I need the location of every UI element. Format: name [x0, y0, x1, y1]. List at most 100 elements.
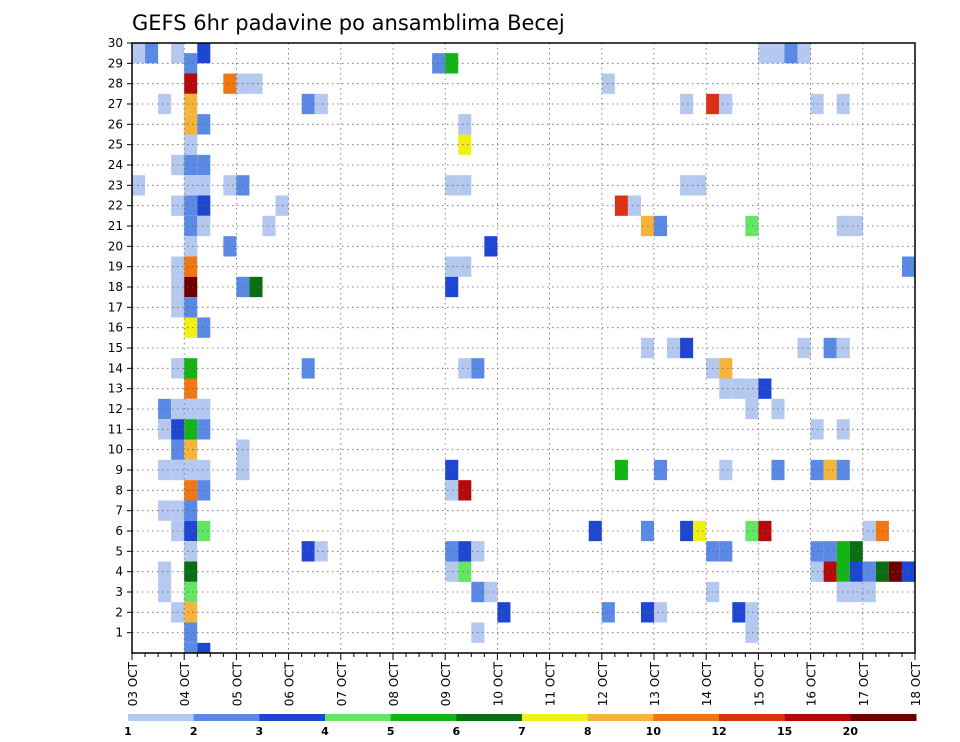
x-tick-label: 10 OCT — [491, 661, 505, 706]
legend-color-swatch — [522, 714, 589, 721]
heatmap-cell — [680, 520, 694, 542]
heatmap-cell — [445, 480, 459, 501]
heatmap-cell — [745, 378, 759, 399]
y-tick-label: 25 — [108, 138, 123, 152]
y-tick-label: 17 — [108, 300, 123, 314]
heatmap-cell — [732, 378, 746, 399]
heatmap-cell — [680, 337, 694, 359]
heatmap-cell — [719, 93, 733, 115]
heatmap-cell — [158, 581, 172, 603]
heatmap-cell — [184, 215, 198, 237]
heatmap-cell — [745, 520, 759, 542]
legend-color-swatch — [850, 714, 917, 721]
color-legend: 1 2 3 4 5 6 7 8 10 12 15 20 — [124, 714, 917, 738]
legend-label: 3 — [256, 725, 264, 738]
y-tick-label: 10 — [108, 443, 123, 457]
heatmap-cell — [197, 459, 211, 481]
heatmap-cell — [823, 541, 837, 562]
heatmap-cell — [862, 581, 876, 603]
heatmap-cell — [654, 459, 668, 481]
heatmap-cell — [797, 337, 811, 359]
heatmap-cell — [184, 520, 198, 542]
y-tick-label: 11 — [108, 422, 123, 436]
y-tick-label: 28 — [108, 77, 123, 91]
y-tick-label: 7 — [115, 504, 123, 518]
heatmap-cell — [627, 195, 641, 216]
heatmap-cell — [223, 175, 237, 196]
y-tick-label: 15 — [108, 341, 123, 355]
heatmap-cell — [719, 378, 733, 399]
heatmap-cell — [654, 602, 668, 623]
heatmap-cell — [158, 398, 172, 420]
heatmap-cell — [184, 500, 198, 521]
y-tick-label: 2 — [115, 605, 123, 619]
heatmap-cell — [719, 541, 733, 562]
legend-color-swatch — [719, 714, 786, 721]
heatmap-cell — [745, 215, 759, 237]
heatmap-cell — [680, 175, 694, 196]
legend-color-swatch — [128, 714, 195, 721]
heatmap-cell — [184, 276, 198, 298]
heatmap-cell — [758, 378, 772, 399]
heatmap-cell — [719, 459, 733, 481]
legend-label: 1 — [124, 725, 132, 738]
heatmap-cell — [823, 561, 837, 582]
x-tick-label: 08 OCT — [387, 661, 401, 706]
heatmap-cell — [458, 134, 472, 155]
heatmap-cell — [758, 520, 772, 542]
heatmap-cell — [458, 358, 472, 379]
heatmap-cell — [458, 541, 472, 562]
x-tick-label: 07 OCT — [335, 661, 349, 706]
y-tick-label: 21 — [108, 219, 123, 233]
heatmap-cell — [445, 175, 459, 196]
heatmap-cell — [184, 378, 198, 399]
heatmap-cell — [458, 114, 472, 135]
heatmap-cell — [732, 602, 746, 623]
heatmap-cell — [158, 419, 172, 440]
heatmap-cell — [158, 500, 172, 521]
heatmap-cell — [745, 602, 759, 623]
heatmap-cell — [823, 337, 837, 359]
heatmap-cell — [849, 215, 863, 237]
legend-label: 4 — [321, 725, 329, 738]
heatmap-cell — [132, 43, 146, 64]
heatmap-cell — [693, 175, 707, 196]
heatmap-cell — [445, 561, 459, 582]
legend-label: 7 — [518, 725, 526, 738]
heatmap-cell — [823, 459, 837, 481]
heatmap-cell — [184, 561, 198, 582]
y-tick-label: 24 — [108, 158, 123, 172]
heatmap-cell — [458, 561, 472, 582]
heatmap-cell — [588, 520, 602, 542]
heatmap-cell — [145, 43, 159, 64]
legend-color-swatch — [587, 714, 654, 721]
heatmap-cell — [184, 53, 198, 74]
legend-label: 6 — [453, 725, 461, 738]
y-tick-label: 9 — [115, 463, 123, 477]
legend-label: 5 — [387, 725, 395, 738]
heatmap-cell — [184, 358, 198, 379]
x-tick-label: 06 OCT — [283, 661, 297, 706]
heatmap-cell — [184, 541, 198, 562]
y-tick-label: 20 — [108, 239, 123, 253]
heatmap-cell — [184, 154, 198, 176]
heatmap-cell — [484, 581, 498, 603]
heatmap-cell — [184, 175, 198, 196]
heatmap-cell — [745, 398, 759, 420]
heatmap-cell — [184, 236, 198, 257]
heatmap-cells — [132, 43, 915, 653]
legend-label: 15 — [777, 725, 792, 738]
heatmap-cell — [445, 276, 459, 298]
heatmap-cell — [249, 73, 263, 94]
y-tick-label: 16 — [108, 321, 123, 335]
y-tick-label: 19 — [108, 260, 123, 274]
heatmap-cell — [132, 175, 146, 196]
heatmap-cell — [184, 134, 198, 155]
heatmap-cell — [184, 602, 198, 623]
heatmap-cell — [197, 398, 211, 420]
heatmap-cell — [797, 43, 811, 64]
heatmap-cell — [197, 642, 211, 653]
legend-color-swatch — [456, 714, 523, 721]
heatmap-cell — [862, 561, 876, 582]
